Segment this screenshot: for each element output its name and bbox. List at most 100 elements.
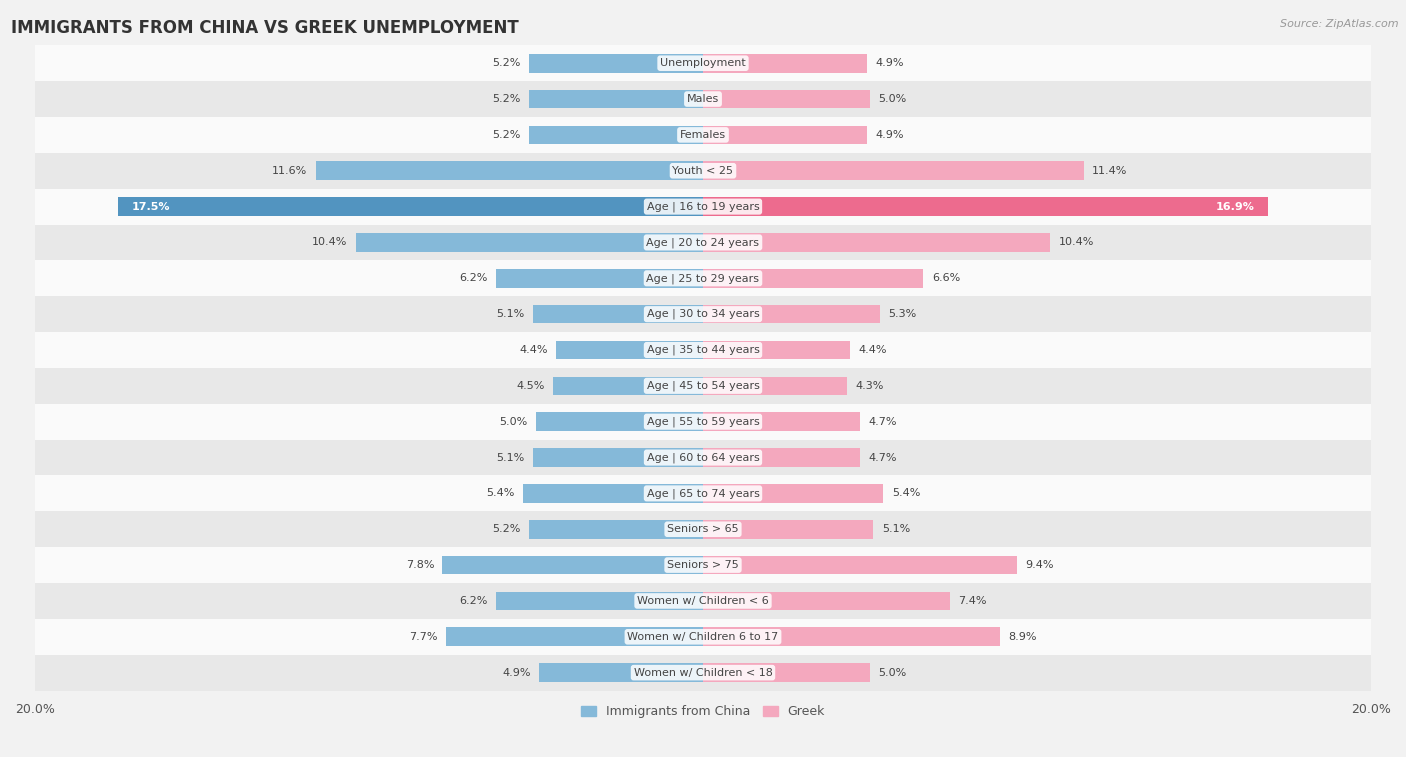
Text: Women w/ Children < 6: Women w/ Children < 6 xyxy=(637,596,769,606)
Bar xyxy=(703,592,950,610)
Text: IMMIGRANTS FROM CHINA VS GREEK UNEMPLOYMENT: IMMIGRANTS FROM CHINA VS GREEK UNEMPLOYM… xyxy=(11,19,519,37)
Text: Source: ZipAtlas.com: Source: ZipAtlas.com xyxy=(1281,19,1399,29)
Text: Seniors > 65: Seniors > 65 xyxy=(668,525,738,534)
Text: 5.1%: 5.1% xyxy=(496,453,524,463)
Bar xyxy=(703,413,860,431)
Text: Age | 30 to 34 years: Age | 30 to 34 years xyxy=(647,309,759,319)
Bar xyxy=(496,269,703,288)
Text: 5.0%: 5.0% xyxy=(499,416,527,427)
Bar xyxy=(529,90,703,108)
Text: Age | 60 to 64 years: Age | 60 to 64 years xyxy=(647,452,759,463)
Text: 5.3%: 5.3% xyxy=(889,309,917,319)
Text: 20.0%: 20.0% xyxy=(1351,703,1391,716)
Text: 11.6%: 11.6% xyxy=(271,166,307,176)
Bar xyxy=(443,556,703,575)
Text: 6.2%: 6.2% xyxy=(460,596,488,606)
Text: Women w/ Children 6 to 17: Women w/ Children 6 to 17 xyxy=(627,632,779,642)
Text: 4.9%: 4.9% xyxy=(502,668,531,678)
Text: 10.4%: 10.4% xyxy=(312,238,347,248)
Bar xyxy=(35,117,1371,153)
Text: 5.0%: 5.0% xyxy=(879,94,907,104)
Text: 4.7%: 4.7% xyxy=(869,453,897,463)
Text: Males: Males xyxy=(688,94,718,104)
Bar xyxy=(35,260,1371,296)
Legend: Immigrants from China, Greek: Immigrants from China, Greek xyxy=(576,700,830,723)
Bar xyxy=(533,448,703,467)
Text: 7.4%: 7.4% xyxy=(959,596,987,606)
Bar xyxy=(703,233,1050,252)
Bar xyxy=(553,376,703,395)
Bar xyxy=(446,628,703,646)
Text: 10.4%: 10.4% xyxy=(1059,238,1094,248)
Text: 5.2%: 5.2% xyxy=(492,94,522,104)
Bar xyxy=(540,663,703,682)
Text: 5.1%: 5.1% xyxy=(882,525,910,534)
Text: 5.2%: 5.2% xyxy=(492,525,522,534)
Bar xyxy=(703,198,1268,216)
Text: Age | 25 to 29 years: Age | 25 to 29 years xyxy=(647,273,759,284)
Bar xyxy=(703,663,870,682)
Bar xyxy=(35,547,1371,583)
Bar xyxy=(118,198,703,216)
Text: 20.0%: 20.0% xyxy=(15,703,55,716)
Bar xyxy=(703,161,1084,180)
Text: 4.3%: 4.3% xyxy=(855,381,883,391)
Bar xyxy=(703,54,866,73)
Text: Age | 45 to 54 years: Age | 45 to 54 years xyxy=(647,381,759,391)
Text: 11.4%: 11.4% xyxy=(1092,166,1128,176)
Text: Age | 20 to 24 years: Age | 20 to 24 years xyxy=(647,237,759,248)
Bar xyxy=(703,305,880,323)
Text: 6.2%: 6.2% xyxy=(460,273,488,283)
Bar xyxy=(35,188,1371,225)
Text: Seniors > 75: Seniors > 75 xyxy=(666,560,740,570)
Text: 7.7%: 7.7% xyxy=(409,632,437,642)
Bar xyxy=(529,54,703,73)
Text: 8.9%: 8.9% xyxy=(1008,632,1038,642)
Bar xyxy=(555,341,703,360)
Text: 4.4%: 4.4% xyxy=(519,345,548,355)
Text: 4.9%: 4.9% xyxy=(875,130,904,140)
Bar xyxy=(703,126,866,145)
Bar xyxy=(35,511,1371,547)
Bar xyxy=(35,225,1371,260)
Bar xyxy=(35,475,1371,511)
Text: 7.8%: 7.8% xyxy=(405,560,434,570)
Text: 4.4%: 4.4% xyxy=(858,345,887,355)
Text: 5.2%: 5.2% xyxy=(492,130,522,140)
Text: 9.4%: 9.4% xyxy=(1025,560,1054,570)
Bar xyxy=(35,403,1371,440)
Text: 5.4%: 5.4% xyxy=(486,488,515,498)
Text: 5.2%: 5.2% xyxy=(492,58,522,68)
Bar xyxy=(703,556,1017,575)
Bar xyxy=(529,126,703,145)
Text: 17.5%: 17.5% xyxy=(132,201,170,212)
Text: 16.9%: 16.9% xyxy=(1215,201,1254,212)
Text: Age | 55 to 59 years: Age | 55 to 59 years xyxy=(647,416,759,427)
Bar xyxy=(35,440,1371,475)
Text: 6.6%: 6.6% xyxy=(932,273,960,283)
Bar xyxy=(35,45,1371,81)
Bar xyxy=(35,619,1371,655)
Bar xyxy=(703,90,870,108)
Bar xyxy=(35,153,1371,188)
Text: Youth < 25: Youth < 25 xyxy=(672,166,734,176)
Bar xyxy=(703,484,883,503)
Text: 5.1%: 5.1% xyxy=(496,309,524,319)
Text: 5.0%: 5.0% xyxy=(879,668,907,678)
Text: 4.9%: 4.9% xyxy=(875,58,904,68)
Bar xyxy=(315,161,703,180)
Text: 5.4%: 5.4% xyxy=(891,488,920,498)
Text: Age | 65 to 74 years: Age | 65 to 74 years xyxy=(647,488,759,499)
Text: Age | 16 to 19 years: Age | 16 to 19 years xyxy=(647,201,759,212)
Bar xyxy=(523,484,703,503)
Bar xyxy=(703,520,873,538)
Bar xyxy=(35,368,1371,403)
Bar xyxy=(35,332,1371,368)
Bar xyxy=(703,628,1000,646)
Text: 4.5%: 4.5% xyxy=(516,381,544,391)
Text: Unemployment: Unemployment xyxy=(661,58,745,68)
Bar xyxy=(703,448,860,467)
Bar xyxy=(703,376,846,395)
Bar xyxy=(35,81,1371,117)
Bar xyxy=(35,296,1371,332)
